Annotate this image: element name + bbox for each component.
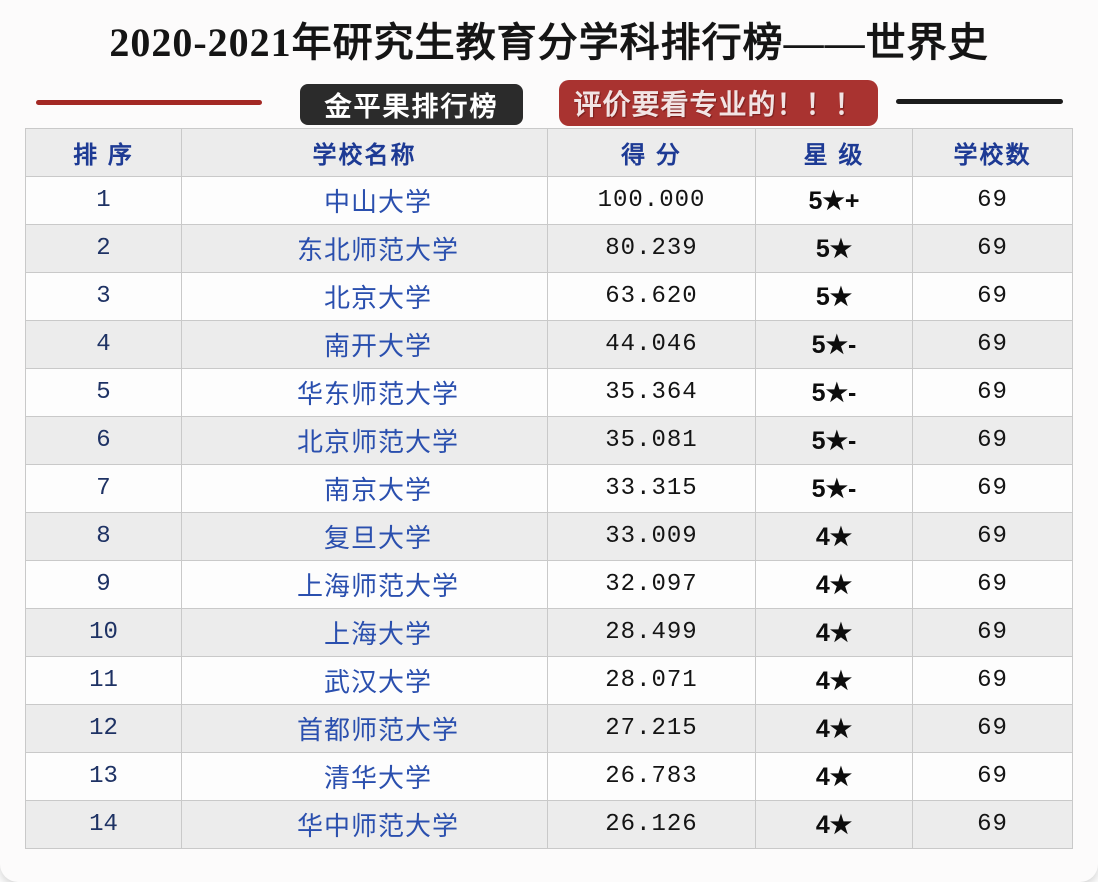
table-header-row: 排 序 学校名称 得 分 星 级 学校数: [25, 128, 1073, 177]
rank-cell: 12: [25, 704, 182, 753]
count-cell: 69: [912, 560, 1073, 609]
school-cell: 上海师范大学: [181, 560, 548, 609]
count-cell: 69: [912, 416, 1073, 465]
table-row: 5 华东师范大学 35.364 5★- 69: [25, 368, 1073, 417]
table-row: 9 上海师范大学 32.097 4★ 69: [25, 560, 1073, 609]
rank-cell: 3: [25, 272, 182, 321]
school-cell: 上海大学: [181, 608, 548, 657]
table-row: 13 清华大学 26.783 4★ 69: [25, 752, 1073, 801]
star-cell: 5★-: [755, 368, 913, 417]
school-cell: 华东师范大学: [181, 368, 548, 417]
star-cell: 5★: [755, 224, 913, 273]
score-cell: 44.046: [547, 320, 756, 369]
score-cell: 33.009: [547, 512, 756, 561]
table-row: 1 中山大学 100.000 5★+ 69: [25, 176, 1073, 225]
rank-cell: 10: [25, 608, 182, 657]
table-row: 3 北京大学 63.620 5★ 69: [25, 272, 1073, 321]
table-row: 10 上海大学 28.499 4★ 69: [25, 608, 1073, 657]
ranking-table: 排 序 学校名称 得 分 星 级 学校数 1 中山大学 100.000 5★+ …: [25, 128, 1073, 849]
table-row: 11 武汉大学 28.071 4★ 69: [25, 656, 1073, 705]
school-cell: 南开大学: [181, 320, 548, 369]
rank-cell: 13: [25, 752, 182, 801]
count-cell: 69: [912, 800, 1073, 849]
col-header-stars: 星 级: [755, 128, 913, 177]
rank-cell: 4: [25, 320, 182, 369]
score-cell: 100.000: [547, 176, 756, 225]
score-cell: 32.097: [547, 560, 756, 609]
page-title: 2020-2021年研究生教育分学科排行榜——世界史: [109, 20, 989, 65]
school-cell: 复旦大学: [181, 512, 548, 561]
count-cell: 69: [912, 368, 1073, 417]
count-cell: 69: [912, 272, 1073, 321]
black-divider-line: [896, 99, 1063, 104]
col-header-score: 得 分: [547, 128, 756, 177]
rank-cell: 8: [25, 512, 182, 561]
count-cell: 69: [912, 224, 1073, 273]
col-header-rank: 排 序: [25, 128, 182, 177]
red-divider-line: [36, 100, 262, 105]
school-cell: 北京师范大学: [181, 416, 548, 465]
table-row: 12 首都师范大学 27.215 4★ 69: [25, 704, 1073, 753]
star-cell: 4★: [755, 800, 913, 849]
school-cell: 华中师范大学: [181, 800, 548, 849]
rank-cell: 5: [25, 368, 182, 417]
school-cell: 北京大学: [181, 272, 548, 321]
count-cell: 69: [912, 752, 1073, 801]
rank-cell: 7: [25, 464, 182, 513]
table-row: 7 南京大学 33.315 5★- 69: [25, 464, 1073, 513]
score-cell: 26.783: [547, 752, 756, 801]
slogan-badge: 评价要看专业的！！！: [559, 80, 878, 126]
count-cell: 69: [912, 512, 1073, 561]
table-row: 14 华中师范大学 26.126 4★ 69: [25, 800, 1073, 849]
score-cell: 80.239: [547, 224, 756, 273]
score-cell: 35.364: [547, 368, 756, 417]
star-cell: 5★+: [755, 176, 913, 225]
star-cell: 4★: [755, 560, 913, 609]
score-cell: 63.620: [547, 272, 756, 321]
score-cell: 28.499: [547, 608, 756, 657]
school-cell: 东北师范大学: [181, 224, 548, 273]
brand-badge: 金平果排行榜: [300, 84, 523, 125]
rank-cell: 2: [25, 224, 182, 273]
school-cell: 中山大学: [181, 176, 548, 225]
count-cell: 69: [912, 656, 1073, 705]
count-cell: 69: [912, 704, 1073, 753]
rank-cell: 14: [25, 800, 182, 849]
table-row: 6 北京师范大学 35.081 5★- 69: [25, 416, 1073, 465]
star-cell: 4★: [755, 608, 913, 657]
score-cell: 27.215: [547, 704, 756, 753]
school-cell: 南京大学: [181, 464, 548, 513]
star-cell: 5★-: [755, 416, 913, 465]
rank-cell: 9: [25, 560, 182, 609]
school-cell: 武汉大学: [181, 656, 548, 705]
table-row: 8 复旦大学 33.009 4★ 69: [25, 512, 1073, 561]
star-cell: 5★-: [755, 464, 913, 513]
table-row: 4 南开大学 44.046 5★- 69: [25, 320, 1073, 369]
count-cell: 69: [912, 608, 1073, 657]
star-cell: 4★: [755, 752, 913, 801]
score-cell: 26.126: [547, 800, 756, 849]
star-cell: 5★-: [755, 320, 913, 369]
rank-cell: 6: [25, 416, 182, 465]
score-cell: 28.071: [547, 656, 756, 705]
school-cell: 清华大学: [181, 752, 548, 801]
count-cell: 69: [912, 176, 1073, 225]
col-header-count: 学校数: [912, 128, 1073, 177]
table-row: 2 东北师范大学 80.239 5★ 69: [25, 224, 1073, 273]
rank-cell: 1: [25, 176, 182, 225]
star-cell: 4★: [755, 512, 913, 561]
rank-cell: 11: [25, 656, 182, 705]
score-cell: 33.315: [547, 464, 756, 513]
count-cell: 69: [912, 464, 1073, 513]
star-cell: 5★: [755, 272, 913, 321]
score-cell: 35.081: [547, 416, 756, 465]
count-cell: 69: [912, 320, 1073, 369]
star-cell: 4★: [755, 704, 913, 753]
school-cell: 首都师范大学: [181, 704, 548, 753]
col-header-school: 学校名称: [181, 128, 548, 177]
star-cell: 4★: [755, 656, 913, 705]
